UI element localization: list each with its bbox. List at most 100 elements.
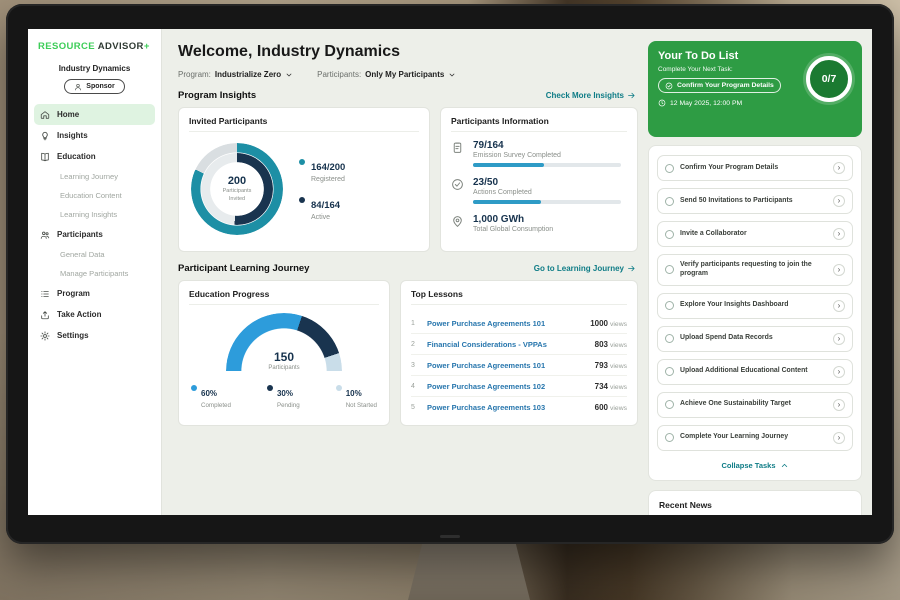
page-title: Welcome, Industry Dynamics — [178, 43, 400, 60]
task-item-invite-collaborator[interactable]: Invite a Collaborator › — [657, 221, 853, 247]
program-select-label: Program: — [178, 70, 211, 79]
task-item-complete-learning-journey[interactable]: Complete Your Learning Journey › — [657, 424, 853, 451]
task-item-verify-participants[interactable]: Verify participants requesting to join t… — [657, 254, 853, 286]
go-to-learning-journey-link[interactable]: Go to Learning Journey — [534, 264, 636, 273]
chevron-right-icon[interactable]: › — [833, 365, 845, 378]
sponsor-badge-label: Sponsor — [86, 83, 115, 90]
sidebar-item-participants[interactable]: Participants — [28, 224, 161, 245]
sidebar: RESOURCE ADVISOR+ Industry Dynamics Spon… — [28, 29, 162, 515]
task-checkbox[interactable] — [665, 367, 674, 377]
sidebar-item-insights[interactable]: Insights — [28, 125, 161, 146]
lesson-rank: 5 — [411, 403, 415, 411]
chevron-right-icon[interactable]: › — [833, 299, 845, 312]
task-checkbox[interactable] — [665, 229, 674, 239]
lesson-rank: 2 — [411, 340, 415, 348]
lesson-title-link[interactable]: Power Purchase Agreements 102 — [427, 381, 546, 391]
info-label: Actions Completed — [473, 189, 532, 196]
next-task-pill[interactable]: Confirm Your Program Details — [658, 78, 781, 93]
sidebar-item-settings[interactable]: Settings — [28, 325, 161, 346]
chevron-right-icon[interactable]: › — [833, 332, 845, 345]
check-more-insights-link[interactable]: Check More Insights — [546, 91, 636, 100]
legend-value: 84/164 — [311, 200, 341, 211]
task-checkbox[interactable] — [665, 265, 674, 275]
donut-ring-active — [201, 153, 273, 225]
legend-item-registered: 164/200 Registered — [299, 157, 345, 183]
task-checkbox[interactable] — [665, 196, 674, 206]
arrow-right-icon — [628, 92, 635, 99]
upload-icon — [41, 310, 49, 319]
sidebar-item-learning-insights[interactable]: Learning Insights — [28, 205, 161, 224]
invited-legend: 164/200 Registered 84/164 Active — [299, 157, 345, 221]
sidebar-item-program[interactable]: Program — [28, 283, 161, 304]
task-item-explore-insights[interactable]: Explore Your Insights Dashboard › — [657, 292, 853, 319]
legend-dot — [335, 385, 342, 391]
sidebar-item-label: Participants — [57, 230, 103, 239]
chevron-right-icon[interactable]: › — [833, 431, 845, 444]
views-suffix: views — [610, 320, 627, 328]
legend-value: 164/200 — [311, 162, 346, 173]
lesson-title-link[interactable]: Power Purchase Agreements 103 — [427, 402, 546, 412]
location-pin-icon — [453, 216, 462, 227]
sidebar-item-education[interactable]: Education — [28, 146, 161, 167]
lesson-row: 1 Power Purchase Agreements 101 1000 view… — [411, 313, 627, 334]
logo-primary: RESOURCE — [38, 41, 96, 52]
participants-select-label: Participants: — [317, 70, 362, 79]
sidebar-item-learning-journey[interactable]: Learning Journey — [28, 167, 161, 186]
clipboard-icon — [453, 142, 462, 153]
task-item-confirm-program[interactable]: Confirm Your Program Details › — [657, 155, 853, 181]
education-progress-card: Education Progress 150 Participants 60% — [178, 280, 390, 426]
legend-value: 30% — [276, 389, 293, 398]
task-checkbox[interactable] — [665, 163, 674, 173]
recent-news-card: Recent News — [648, 489, 862, 515]
chevron-right-icon[interactable]: › — [833, 228, 845, 240]
donut-center-value: 200 — [227, 175, 247, 188]
list-icon — [41, 290, 49, 297]
sidebar-item-manage-participants[interactable]: Manage Participants — [28, 264, 161, 283]
task-label: Explore Your Insights Dashboard — [680, 301, 789, 309]
book-icon — [41, 152, 49, 161]
lesson-rank: 4 — [411, 382, 415, 390]
lesson-title-link[interactable]: Power Purchase Agreements 101 — [427, 318, 546, 328]
info-row-consumption: 1,000 GWh Total Global Consumption — [451, 214, 627, 233]
sidebar-item-label: Learning Journey — [60, 172, 118, 181]
views-suffix: views — [610, 404, 627, 412]
legend-item-completed: 60% Completed — [191, 383, 231, 409]
legend-label: Registered — [311, 176, 345, 183]
sidebar-item-home[interactable]: Home — [34, 104, 155, 125]
participants-select[interactable]: Participants: Only My Participants — [317, 70, 456, 79]
sidebar-item-education-content[interactable]: Education Content — [28, 186, 161, 205]
program-select[interactable]: Program: Industrialize Zero — [178, 70, 293, 79]
task-checkbox[interactable] — [665, 334, 674, 344]
task-item-send-invitations[interactable]: Send 50 Invitations to Participants › — [657, 188, 853, 214]
todo-progress-ring: 0/7 — [806, 56, 852, 102]
lesson-title-link[interactable]: Financial Considerations - VPPAs — [427, 339, 547, 349]
chevron-down-icon — [449, 73, 455, 76]
todo-progress-value: 0/7 — [821, 73, 837, 85]
chevron-right-icon[interactable]: › — [833, 162, 845, 174]
invited-donut-chart: 200 Participants Invited — [191, 143, 283, 235]
sidebar-item-general-data[interactable]: General Data — [28, 245, 161, 264]
task-item-upload-educational-content[interactable]: Upload Additional Educational Content › — [657, 358, 853, 385]
info-row-survey: 79/164 Emission Survey Completed — [451, 140, 627, 167]
sidebar-item-take-action[interactable]: Take Action — [28, 304, 161, 325]
education-gauge-chart: 150 Participants — [226, 313, 342, 371]
task-item-upload-spend-data[interactable]: Upload Spend Data Records › — [657, 325, 853, 352]
legend-value: 60% — [201, 389, 218, 398]
collapse-tasks-link[interactable]: Collapse Tasks — [657, 458, 853, 477]
collapse-label: Collapse Tasks — [721, 460, 776, 470]
chevron-right-icon[interactable]: › — [833, 398, 845, 411]
chevron-right-icon[interactable]: › — [833, 195, 845, 207]
task-checkbox[interactable] — [665, 400, 674, 410]
sponsor-badge[interactable]: Sponsor — [64, 79, 125, 94]
task-checkbox[interactable] — [665, 301, 674, 311]
chevron-right-icon[interactable]: › — [833, 263, 845, 276]
program-insights-header: Program Insights Check More Insights — [178, 90, 636, 101]
home-icon — [40, 110, 50, 119]
task-item-achieve-target[interactable]: Achieve One Sustainability Target › — [657, 391, 853, 418]
lesson-title-link[interactable]: Power Purchase Agreements 101 — [427, 360, 546, 370]
todo-subtitle: Complete Your Next Task: — [658, 66, 733, 73]
gear-icon — [40, 330, 50, 341]
task-checkbox[interactable] — [665, 433, 674, 443]
right-panel: Your To Do List Complete Your Next Task:… — [648, 29, 872, 515]
legend-label: Completed — [201, 402, 231, 409]
